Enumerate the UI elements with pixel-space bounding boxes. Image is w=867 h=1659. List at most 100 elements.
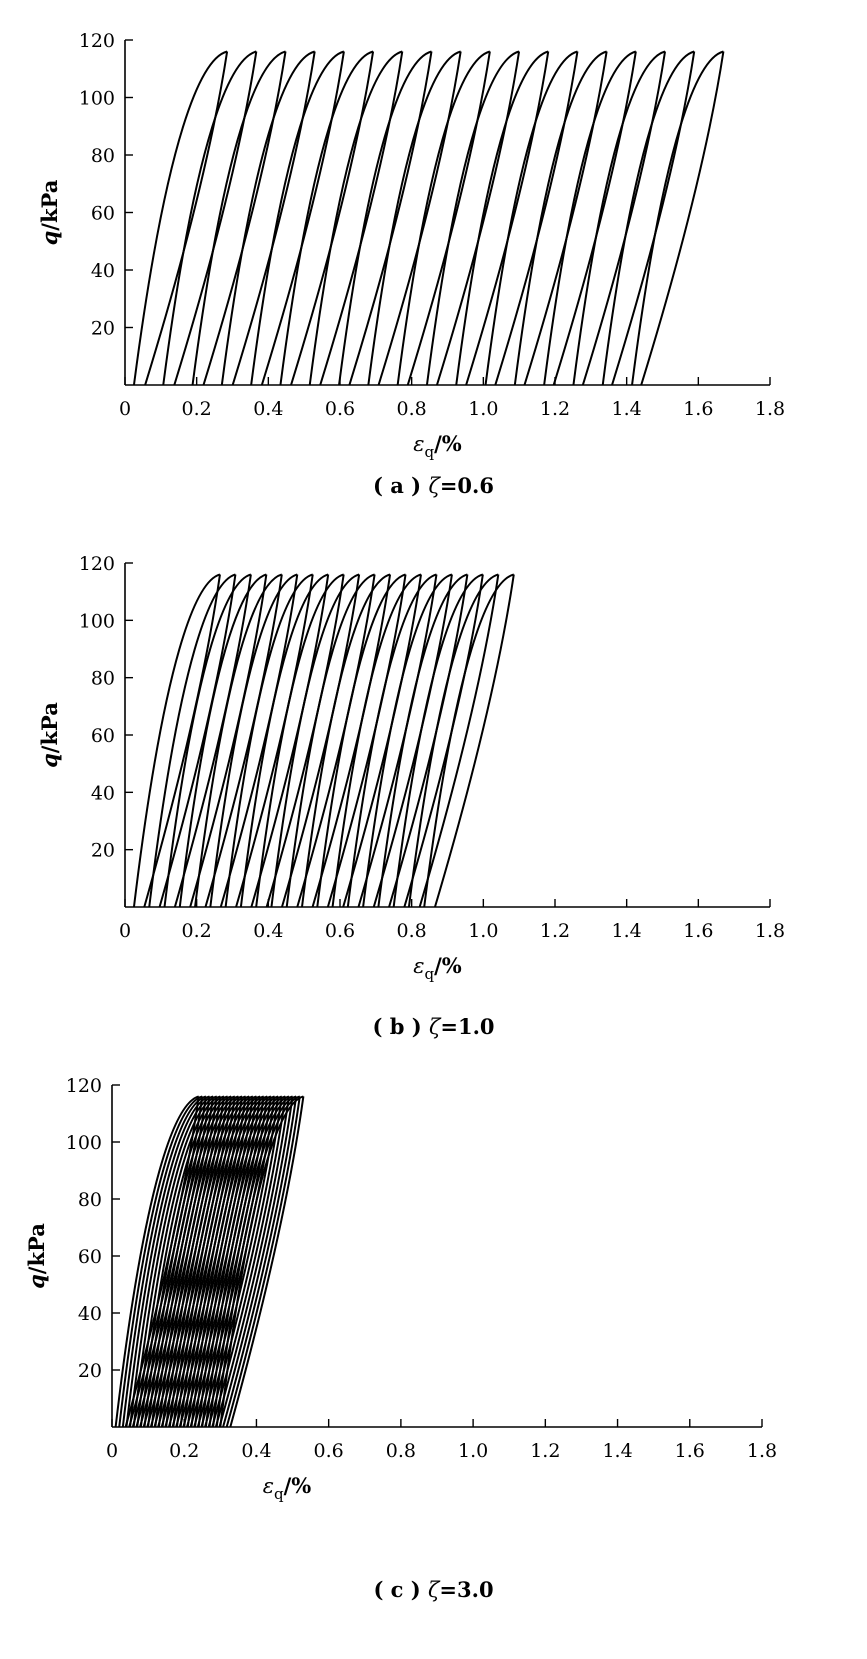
caption-c-symbol: ζ: [428, 1578, 440, 1602]
x-tick-label: 0.6: [325, 398, 355, 420]
loading-branch: [136, 1095, 221, 1428]
unloading-branch: [435, 51, 521, 386]
x-axis-symbol: ε: [263, 1474, 274, 1498]
loading-branch: [285, 573, 375, 908]
x-tick-label: 0.2: [182, 920, 212, 942]
loading-branch: [392, 573, 484, 908]
loading-branch: [154, 1095, 239, 1428]
unloading-branch: [189, 574, 268, 908]
x-tick-label: 0.4: [241, 1440, 271, 1462]
x-axis-symbol: ε: [413, 954, 424, 978]
unloading-branch: [465, 51, 550, 386]
unloading-branch: [207, 1096, 283, 1428]
x-tick-label: 1.0: [468, 398, 498, 420]
x-tick-label: 1.6: [683, 398, 713, 420]
loading-branch: [362, 573, 453, 908]
x-tick-label: 0.2: [169, 1440, 199, 1462]
x-tick-label: 1.2: [540, 398, 570, 420]
loading-branch: [396, 50, 491, 386]
loading-branch: [183, 1095, 268, 1428]
unloading-branch: [158, 574, 237, 908]
unloading-branch: [433, 574, 515, 908]
x-tick-label: 1.6: [683, 920, 713, 942]
loading-branch: [224, 573, 314, 908]
y-tick-label: 120: [66, 1075, 102, 1097]
loading-branch: [484, 50, 578, 386]
y-tick-label: 40: [91, 782, 115, 804]
y-axis-title: q/kPa: [37, 702, 62, 768]
loading-branch: [132, 573, 221, 908]
loading-branch: [204, 1095, 290, 1428]
unloading-branch: [494, 51, 579, 386]
x-axis-symbol: ε: [413, 432, 424, 456]
unloading-branch: [640, 51, 725, 386]
unloading-branch: [235, 574, 314, 908]
y-axis-symbol: q: [37, 753, 62, 768]
loading-branch: [270, 573, 360, 908]
unloading-branch: [204, 574, 283, 908]
unloading-branch: [225, 1096, 301, 1428]
loading-branch: [338, 50, 432, 386]
loading-branch: [191, 50, 286, 386]
unloading-branch: [357, 574, 438, 908]
unloading-branch: [173, 574, 252, 908]
loading-branch: [163, 573, 252, 908]
y-axis-unit: /kPa: [37, 702, 62, 753]
x-tick-label: 0.6: [314, 1440, 344, 1462]
loading-branch: [161, 1095, 246, 1428]
y-tick-label: 100: [79, 610, 115, 632]
loading-branch: [572, 50, 666, 386]
x-axis-unit: /%: [434, 431, 462, 456]
loading-branch: [172, 1095, 257, 1428]
x-tick-label: 0: [119, 920, 131, 942]
chart-a-svg: 0 0.2 0.4 0.6 0.8 1.0 1.2 1.4 1.6 1.8 20 40 60 80 100 1…: [37, 30, 785, 461]
y-tick-label: 100: [79, 88, 115, 110]
x-axis-unit: /%: [434, 953, 462, 978]
x-tick-label: 1.0: [468, 920, 498, 942]
y-tick-label: 40: [91, 260, 115, 282]
loading-branch: [197, 1095, 283, 1428]
unloading-branch: [143, 574, 221, 908]
loading-branch: [190, 1095, 275, 1428]
loading-branch: [178, 573, 267, 908]
x-tick-label: 0.4: [253, 398, 283, 420]
unloading-branch: [311, 574, 392, 908]
loading-branch: [201, 1095, 286, 1428]
loading-branch: [220, 50, 315, 386]
loading-branch: [162, 50, 257, 386]
y-tick-label: 80: [78, 1189, 102, 1211]
unloading-branch: [265, 574, 345, 908]
loading-branch: [425, 50, 520, 386]
loading-branch: [179, 1095, 265, 1428]
x-tick-label: 1.8: [755, 920, 785, 942]
x-tick-label: 0.6: [325, 920, 355, 942]
unloading-branch: [552, 51, 637, 386]
caption-a-value: =0.6: [439, 473, 494, 498]
caption-b: ( b ) ζ=1.0: [0, 1014, 867, 1039]
y-axis-unit: /kPa: [24, 1223, 49, 1274]
loading-branch: [377, 573, 468, 908]
unloading-branch: [211, 1096, 287, 1428]
loading-branch: [186, 1095, 272, 1428]
loading-branch: [279, 50, 374, 386]
y-tick-label: 120: [79, 553, 115, 575]
x-tick-label: 0.8: [397, 920, 427, 942]
unloading-branch: [372, 574, 453, 908]
caption-c: ( c ) ζ=3.0: [0, 1577, 867, 1602]
loading-branch: [165, 1095, 250, 1428]
chart-panel-c: 0 0.2 0.4 0.6 0.8 1.0 1.2 1.4 1.6 1.8 20 40 60 80 100 1…: [0, 0, 867, 1503]
loading-branch: [455, 50, 549, 386]
x-tick-label: 1.6: [675, 1440, 705, 1462]
y-tick-label: 60: [91, 725, 115, 747]
x-tick-label: 0: [106, 1440, 118, 1462]
loading-branch: [209, 573, 298, 908]
loading-branch: [114, 1095, 200, 1428]
x-axis-title: εq/%: [413, 431, 462, 461]
loading-branch: [118, 1095, 203, 1428]
loading-branch: [308, 50, 403, 386]
loading-branch: [139, 1095, 225, 1428]
loading-branch: [121, 1095, 207, 1428]
unloading-branch: [214, 1096, 290, 1428]
chart-panel-b: 0 0.2 0.4 0.6 0.8 1.0 1.2 1.4 1.6 1.8 20 40 60 80 100 1…: [0, 0, 867, 983]
